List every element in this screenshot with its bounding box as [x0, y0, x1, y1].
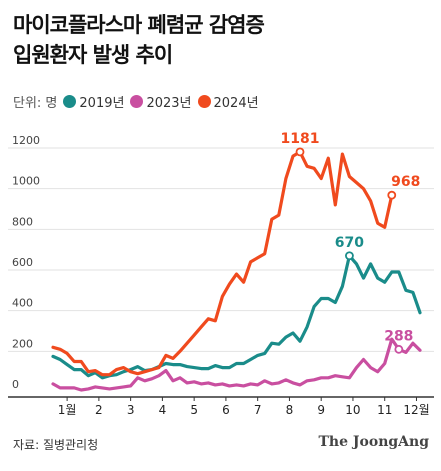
x-tick-label: 3 [127, 403, 135, 417]
legend-dot-2023 [130, 95, 144, 108]
legend-item-2023: 2023년 [130, 92, 192, 111]
y-tick-label: 200 [12, 337, 33, 350]
annotation-point [387, 190, 397, 200]
series-line-2023 [51, 337, 422, 392]
x-tick-label: 8 [286, 403, 294, 417]
y-tick-label: 1200 [12, 134, 40, 147]
x-tick-label: 2 [95, 403, 103, 417]
legend-item-2019: 2019년 [63, 92, 124, 111]
x-tick-label: 12월 [403, 403, 429, 417]
x-tick-label: 9 [317, 403, 325, 417]
title-line-2: 입원환자 발생 추이 [13, 43, 173, 67]
annotation-point [394, 344, 404, 354]
x-tick-label: 5 [190, 403, 198, 417]
title-line-1: 마이코플라스마 폐렴균 감염증 [13, 13, 265, 37]
legend-label-2023: 2023년 [146, 96, 192, 111]
source-note: 자료: 질병관리청 [13, 438, 99, 452]
x-tick-label: 4 [159, 403, 167, 417]
y-tick-label: 1000 [12, 175, 40, 188]
series-line-2019 [51, 254, 422, 380]
y-tick-label: 600 [12, 256, 33, 269]
data-label: 1181 [281, 131, 320, 147]
legend-item-2024: 2024년 [197, 92, 259, 111]
chart-title: 마이코플라스마 폐렴균 감염증 입원환자 발생 추이 [13, 10, 433, 70]
annotation-point [295, 147, 305, 157]
series-line-2024 [51, 150, 394, 377]
x-tick-label: 6 [222, 403, 230, 417]
data-label: 968 [391, 174, 420, 190]
x-tick-label: 11 [377, 403, 392, 417]
annotation-point [345, 251, 354, 261]
publisher-logo: The JoongAng [318, 434, 429, 450]
data-label: 288 [384, 328, 413, 344]
y-tick-label: 400 [12, 297, 33, 310]
legend-label-2024: 2024년 [213, 96, 259, 111]
x-tick-label: 10 [345, 403, 360, 417]
y-tick-label: 0 [12, 378, 19, 391]
unit-label: 단위: 명 [13, 96, 58, 111]
legend-dot-2024 [197, 95, 211, 108]
x-tick-label: 1월 [58, 403, 77, 417]
y-tick-label: 800 [12, 215, 33, 228]
legend-label-2019: 2019년 [79, 96, 125, 111]
legend: 단위: 명 2019년 2023년 2024년 [13, 92, 265, 111]
data-label: 670 [335, 235, 364, 251]
legend-dot-2019 [63, 95, 77, 108]
x-tick-label: 7 [254, 403, 262, 417]
